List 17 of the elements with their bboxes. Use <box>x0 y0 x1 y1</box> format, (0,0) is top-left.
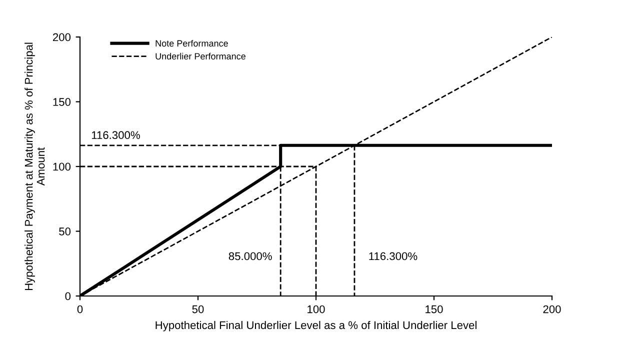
x-tick-label: 200 <box>543 305 561 314</box>
x-axis-title: Hypothetical Final Underlier Level as a % of Initial Underlier Level <box>156 320 476 332</box>
x-tick-label: 0 <box>77 305 83 314</box>
x-tick-label: 150 <box>426 305 443 314</box>
x-tick-label: 100 <box>308 305 325 314</box>
legend-label: Note Performance <box>156 40 228 47</box>
y-tick-label: 200 <box>52 33 71 42</box>
y-tick-label: 50 <box>59 228 71 236</box>
y-tick-label: 0 <box>65 292 71 300</box>
x-tick-label: 50 <box>192 305 204 314</box>
y-tick-label: 100 <box>53 162 71 171</box>
legend-label: Underlier Performance <box>156 52 246 60</box>
y-axis-title: Hypothetical Payment at Maturity as % of Principal Amount <box>24 42 45 290</box>
y-tick-label: 150 <box>53 98 71 106</box>
annotation: 116.300% <box>92 131 140 140</box>
annotation: 116.300% <box>369 252 418 260</box>
annotation: 85.000% <box>228 252 272 260</box>
